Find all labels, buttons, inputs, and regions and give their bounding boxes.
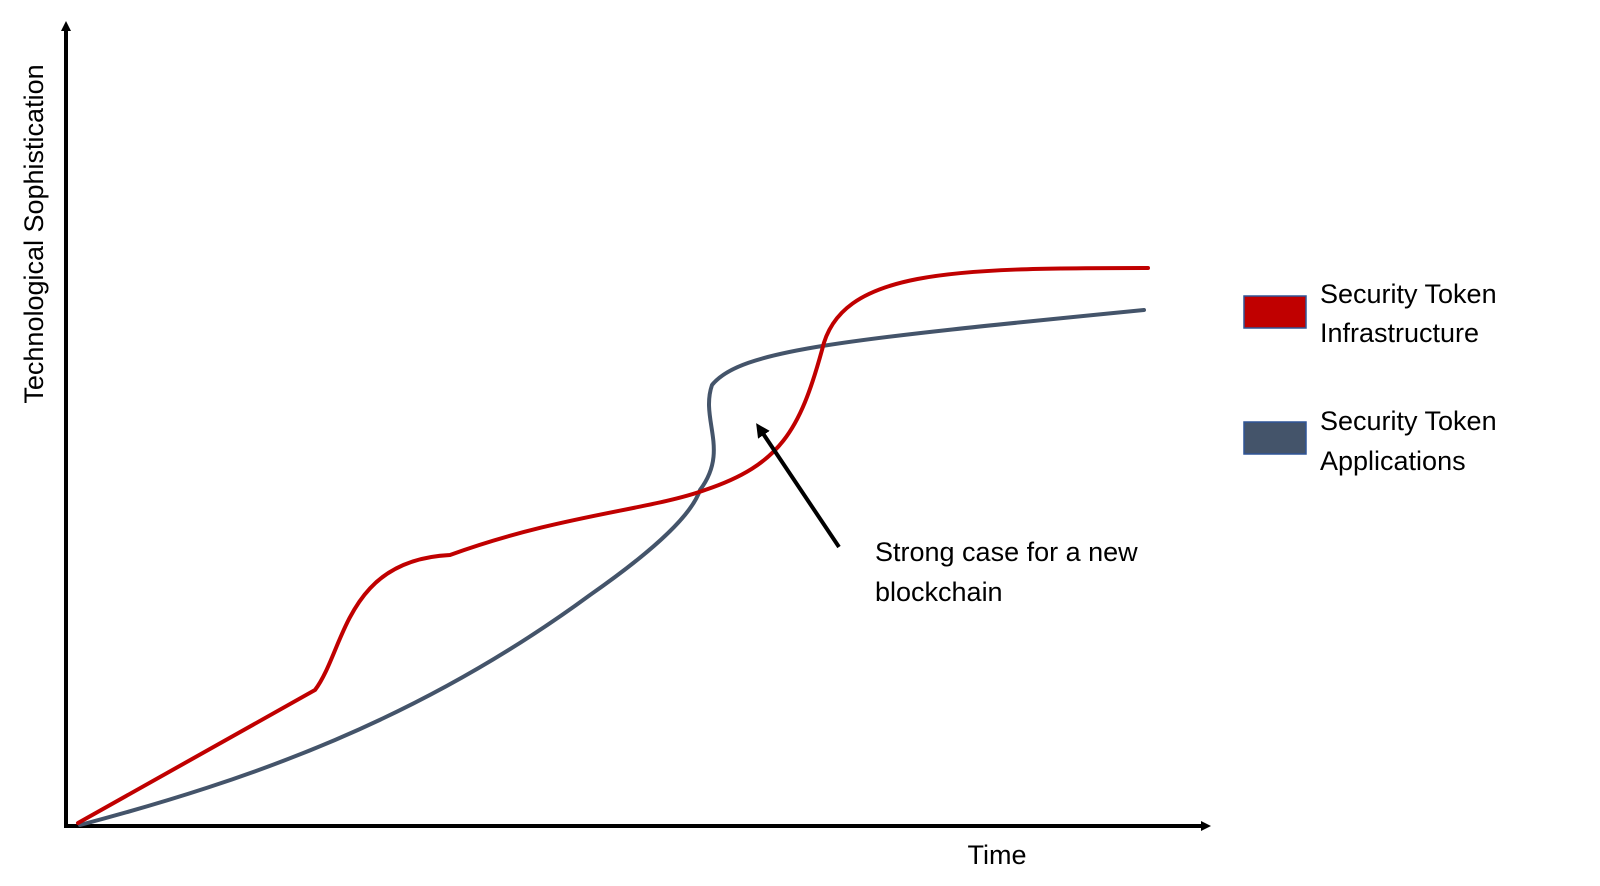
legend-label-infrastructure-line2: Infrastructure — [1320, 318, 1479, 348]
applications-curve — [78, 308, 1146, 827]
annotation-arrow — [756, 423, 841, 549]
legend-label-applications-line2: Applications — [1320, 446, 1466, 476]
legend: Security Token Infrastructure Security T… — [1243, 279, 1497, 476]
x-axis-title: Time — [968, 840, 1027, 870]
legend-label-applications-line1: Security Token — [1320, 406, 1497, 436]
annotation-text-line2: blockchain — [875, 577, 1003, 607]
legend-swatch-applications — [1243, 421, 1307, 455]
infrastructure-curve — [76, 266, 1150, 825]
annotation-text-line1: Strong case for a new — [875, 537, 1138, 567]
y-axis-title: Technological Sophistication — [19, 64, 49, 403]
legend-label-infrastructure-line1: Security Token — [1320, 279, 1497, 309]
legend-swatch-infrastructure — [1243, 295, 1307, 329]
